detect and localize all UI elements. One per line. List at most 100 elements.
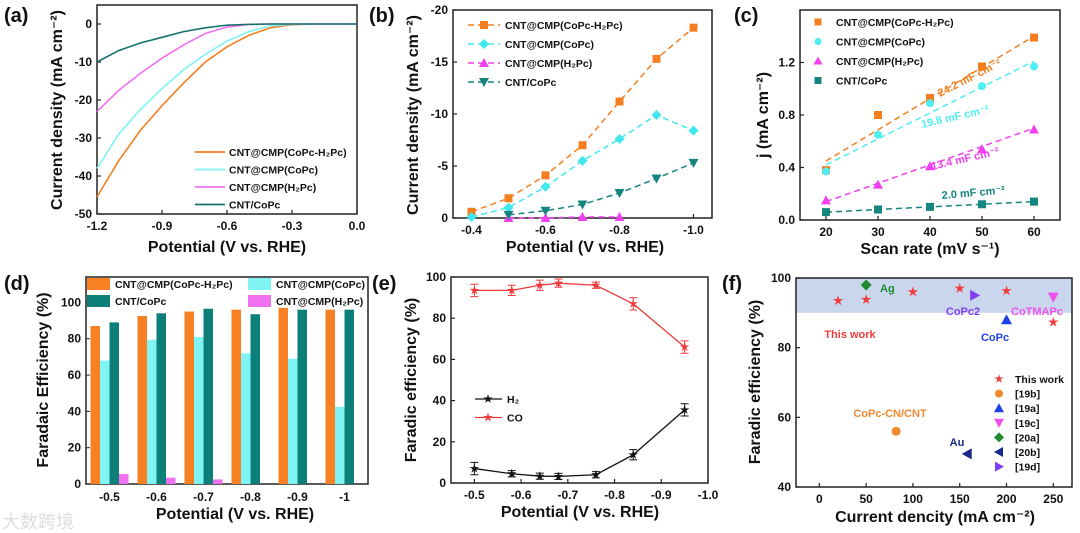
data-point — [466, 211, 477, 222]
legend-marker — [994, 374, 1004, 384]
data-point — [614, 133, 625, 144]
x-tick-label: -0.8 — [609, 223, 630, 237]
data-point — [1001, 285, 1012, 296]
legend-label: CNT@CMP(CoPc-H₂Pc) — [505, 20, 623, 32]
series-line — [96, 23, 357, 198]
y-axis-label: j (mA cm⁻²) — [755, 72, 772, 159]
series-line — [96, 23, 357, 112]
data-point — [688, 158, 699, 168]
legend-label: CNT@CMP(H₂Pc) — [276, 296, 363, 308]
series-line — [474, 409, 686, 478]
legend-label: CNT@CMP(H₂Pc) — [836, 56, 923, 68]
x-axis-label: Potential (V vs. RHE) — [148, 239, 306, 256]
bar — [90, 326, 100, 484]
legend-label: [20b] — [1015, 447, 1040, 459]
legend-swatch — [87, 295, 110, 307]
x-tick-label: -0.6 — [511, 488, 532, 502]
y-tick-label: 80 — [433, 311, 447, 325]
data-point — [535, 471, 545, 481]
bar — [231, 309, 241, 484]
plot-frame — [450, 276, 709, 484]
x-tick-label: 40 — [923, 225, 937, 239]
legend-marker — [483, 412, 493, 422]
y-tick-label: 0 — [74, 477, 81, 491]
y-tick-label: 100 — [771, 271, 791, 285]
x-tick-label: -0.8 — [604, 488, 625, 502]
x-tick-label: -0.6 — [217, 219, 238, 233]
bar — [147, 339, 157, 484]
slope-annotation: 13.4 mF cm⁻² — [930, 146, 1001, 173]
y-axis-label: Faradic efficiency (%) — [747, 300, 764, 465]
data-point — [577, 211, 588, 221]
y-tick-label: 60 — [778, 410, 792, 424]
legend-marker — [813, 56, 823, 65]
x-tick-label: 100 — [903, 492, 923, 506]
legend-label: [20a] — [1015, 432, 1040, 444]
x-tick-label: -1.0 — [698, 488, 719, 502]
panel-b: -0.4 -0.6 -0.8 -1.0 0 -5 -10 -15 -20 Potential (V… — [369, 3, 713, 256]
legend-label: CNT@CMP(CoPc-H₂Pc) — [836, 17, 954, 29]
legend-label: CNT/CoPc — [505, 77, 556, 89]
data-point — [926, 93, 934, 102]
bar — [325, 309, 335, 484]
bar — [213, 479, 223, 484]
bar — [241, 353, 251, 484]
data-point — [614, 189, 625, 199]
watermark: 大数跨境 — [2, 512, 74, 532]
plot-frame — [96, 4, 358, 215]
data-point — [961, 448, 972, 460]
bar — [194, 336, 204, 484]
data-point — [1030, 62, 1038, 71]
legend-label: CO — [507, 413, 523, 425]
y-tick-label: 0 — [439, 476, 446, 490]
legend-label: CNT@CMP(CoPc) — [276, 279, 365, 291]
y-tick-label: 40 — [68, 404, 82, 418]
legend-swatch — [248, 295, 271, 307]
x-tick-label: -1.2 — [87, 219, 108, 233]
x-axis-label: Potential (V vs. RHE) — [156, 506, 314, 523]
x-tick-label: 30 — [871, 225, 885, 239]
data-point — [469, 285, 480, 295]
bar — [166, 477, 176, 484]
panel-f: 0 50 100 150 200 250 40 60 80 100 Current dencity … — [722, 271, 1073, 526]
x-tick-label: 250 — [1043, 492, 1063, 506]
y-tick-label: 100 — [426, 270, 446, 284]
slope-annotation: 19.8 mF cm⁻² — [920, 104, 991, 131]
data-point — [652, 54, 661, 63]
x-tick-label: 0 — [816, 492, 823, 506]
legend-marker — [814, 18, 822, 26]
legend-label: CNT@CMP(CoPc-H₂Pc) — [229, 147, 347, 159]
legend-marker — [814, 77, 822, 84]
x-tick-label: -0.7 — [557, 488, 578, 502]
x-axis-label: Scan rate (mV s⁻¹) — [860, 241, 999, 258]
y-tick-label: -15 — [431, 55, 449, 69]
data-point — [651, 110, 662, 121]
legend-label: [19b] — [1015, 389, 1040, 401]
data-point — [628, 298, 638, 308]
legend-label: H₂ — [507, 394, 520, 406]
data-point — [860, 279, 872, 291]
data-point — [541, 171, 550, 180]
x-tick-label: 50 — [975, 225, 989, 239]
point-label: CoPc-CN/CNT — [853, 408, 927, 420]
point-label: This work — [824, 329, 876, 341]
point-label: Au — [950, 437, 965, 449]
data-point — [577, 200, 588, 210]
legend-marker — [995, 389, 1003, 398]
panel-d: -0.5 -0.6 -0.7 -0.8 -0.9 -1 0 20 40 60 80 100 Potent… — [2, 273, 369, 532]
data-point — [874, 130, 882, 139]
y-axis-label: Current density (mA cm⁻²) — [405, 15, 422, 215]
y-tick-label: -20 — [431, 3, 449, 17]
slope-annotation: 2.0 mF cm⁻² — [941, 184, 1005, 201]
data-point — [1030, 197, 1038, 206]
legend-marker — [994, 447, 1003, 457]
legend-label: CNT@CMP(CoPc) — [836, 37, 925, 49]
x-tick-label: -0.5 — [99, 490, 120, 504]
series-line — [96, 23, 357, 63]
x-axis-label: Potential (V vs. RHE) — [506, 239, 664, 256]
data-point — [467, 207, 476, 216]
legend-label: [19a] — [1015, 403, 1040, 415]
x-tick-label: 150 — [950, 492, 970, 506]
y-tick-label: 1.2 — [778, 56, 795, 70]
point-label: CoTMAPc — [1011, 306, 1063, 318]
